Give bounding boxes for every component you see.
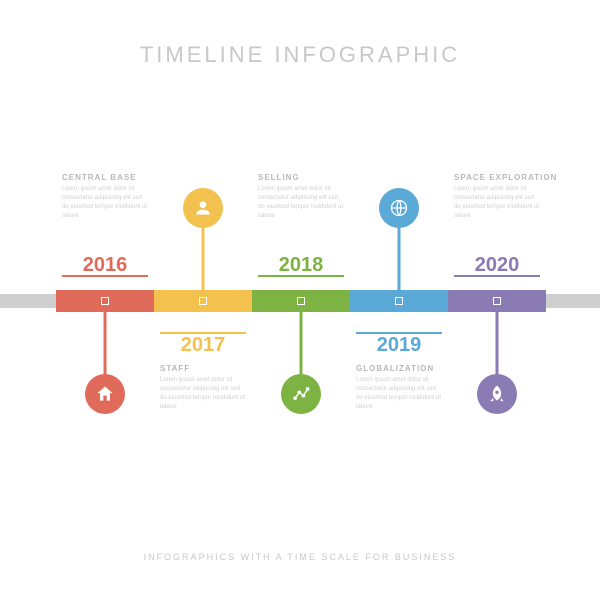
item-title: CENTRAL BASE: [62, 173, 148, 182]
icon-stem: [300, 312, 303, 376]
item-body: Lorem ipsum amet dolor sit consectetur a…: [454, 185, 540, 221]
item-body: Lorem ipsum amet dolor sit consectetur a…: [356, 376, 442, 412]
timeline-stage: 2016 CENTRAL BASE Lorem ipsum amet dolor s…: [0, 0, 600, 600]
year-rule: [258, 275, 344, 277]
item-title: STAFF: [160, 364, 246, 373]
item-title: SELLING: [258, 173, 344, 182]
year-rule: [356, 332, 442, 334]
year-label: 2016: [83, 254, 128, 277]
year-rule: [454, 275, 540, 277]
rocket-icon: [477, 374, 517, 414]
segment-marker: [493, 297, 501, 305]
timeline-segment: [252, 290, 350, 312]
item-title: GLOBALIZATION: [356, 364, 442, 373]
page-footer: INFOGRAPHICS WITH A TIME SCALE FOR BUSIN…: [0, 552, 600, 562]
icon-stem: [104, 312, 107, 376]
analytics-icon: [281, 374, 321, 414]
icon-stem: [496, 312, 499, 376]
year-label: 2020: [475, 254, 520, 277]
year-rule: [62, 275, 148, 277]
globe-icon: [379, 188, 419, 228]
year-label: 2017: [181, 334, 226, 357]
segment-marker: [199, 297, 207, 305]
user-icon: [183, 188, 223, 228]
item-body: Lorem ipsum amet dolor sit consectetur a…: [160, 376, 246, 412]
year-label: 2019: [377, 334, 422, 357]
year-label: 2018: [279, 254, 324, 277]
timeline-segment: [56, 290, 154, 312]
icon-stem: [398, 226, 401, 290]
segment-marker: [395, 297, 403, 305]
item-title: SPACE EXPLORATION: [454, 173, 540, 182]
timeline-segment: [448, 290, 546, 312]
item-body: Lorem ipsum amet dolor sit consectetur a…: [258, 185, 344, 221]
segment-marker: [101, 297, 109, 305]
item-body: Lorem ipsum amet dolor sit consectetur a…: [62, 185, 148, 221]
timeline-segment: [154, 290, 252, 312]
year-rule: [160, 332, 246, 334]
timeline-segment: [350, 290, 448, 312]
home-icon: [85, 374, 125, 414]
segment-marker: [297, 297, 305, 305]
icon-stem: [202, 226, 205, 290]
